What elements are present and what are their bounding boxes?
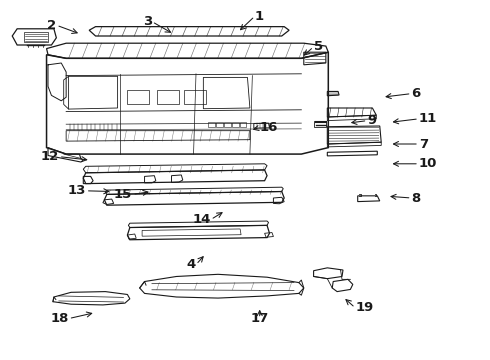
Text: 8: 8 bbox=[412, 192, 421, 204]
Text: 19: 19 bbox=[355, 301, 373, 314]
Text: 13: 13 bbox=[67, 184, 86, 197]
Text: 18: 18 bbox=[50, 312, 69, 325]
Text: 11: 11 bbox=[419, 112, 437, 125]
Text: 12: 12 bbox=[41, 150, 59, 163]
Text: 1: 1 bbox=[255, 10, 264, 23]
Text: 2: 2 bbox=[47, 19, 56, 32]
Text: 5: 5 bbox=[314, 40, 323, 53]
Text: 17: 17 bbox=[250, 312, 269, 325]
Text: 6: 6 bbox=[412, 87, 421, 100]
Text: 10: 10 bbox=[419, 157, 437, 170]
Text: 15: 15 bbox=[114, 188, 132, 201]
Text: 3: 3 bbox=[143, 15, 152, 28]
Text: 9: 9 bbox=[368, 114, 377, 127]
Text: 7: 7 bbox=[419, 138, 428, 150]
Text: 4: 4 bbox=[187, 258, 196, 271]
Text: 16: 16 bbox=[260, 121, 278, 134]
Text: 14: 14 bbox=[192, 213, 211, 226]
